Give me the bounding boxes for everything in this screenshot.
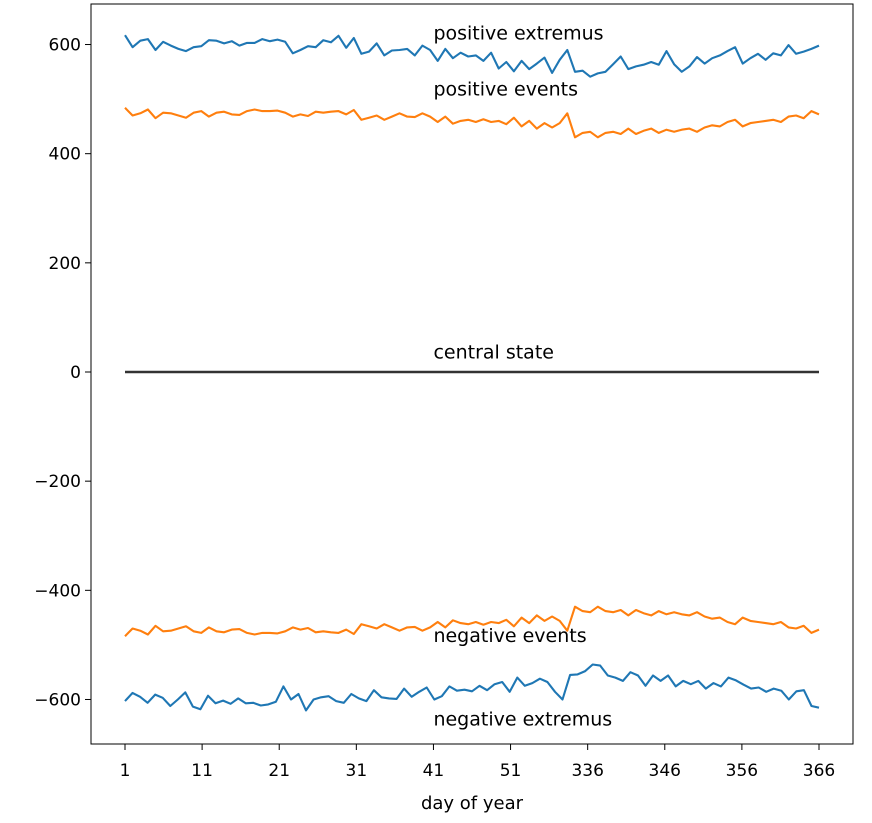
annotations: positive extremus positive events central …: [433, 23, 612, 731]
series-line-positive-events: [124, 107, 820, 139]
annotation-label: positive extremus: [433, 23, 603, 45]
x-tick-label: 356: [726, 761, 758, 781]
x-tick-label: 11: [191, 761, 213, 781]
x-tick-label: 21: [268, 761, 290, 781]
series-line-positive-extremus: [124, 34, 820, 78]
series-lines: [124, 34, 820, 712]
y-tick-label: 600: [49, 36, 81, 56]
y-tick-label: 0: [70, 363, 81, 383]
series-line-negative-events: [124, 605, 820, 637]
x-tick-label: 336: [571, 761, 603, 781]
plot-frame: [90, 3, 854, 745]
annotation-label: central state: [433, 341, 554, 363]
annotation-label: negative events: [433, 625, 586, 647]
x-tick-label: 31: [346, 761, 368, 781]
x-tick-label: 366: [803, 761, 835, 781]
annotation-label: positive events: [433, 79, 578, 101]
x-tick-label: 1: [120, 761, 131, 781]
annotation-label: negative extremus: [433, 709, 612, 731]
x-tick-label: 346: [649, 761, 681, 781]
y-tick-label: 200: [49, 254, 81, 274]
y-tick-label: −600: [34, 690, 81, 710]
x-tick-label: 41: [423, 761, 445, 781]
x-axis-label: day of year: [421, 793, 524, 814]
x-tick-label: 51: [500, 761, 522, 781]
y-tick-label: −200: [34, 472, 81, 492]
y-tick-label: −400: [34, 581, 81, 601]
series-line-negative-extremus: [124, 663, 820, 712]
y-tick-label: 400: [49, 145, 81, 165]
